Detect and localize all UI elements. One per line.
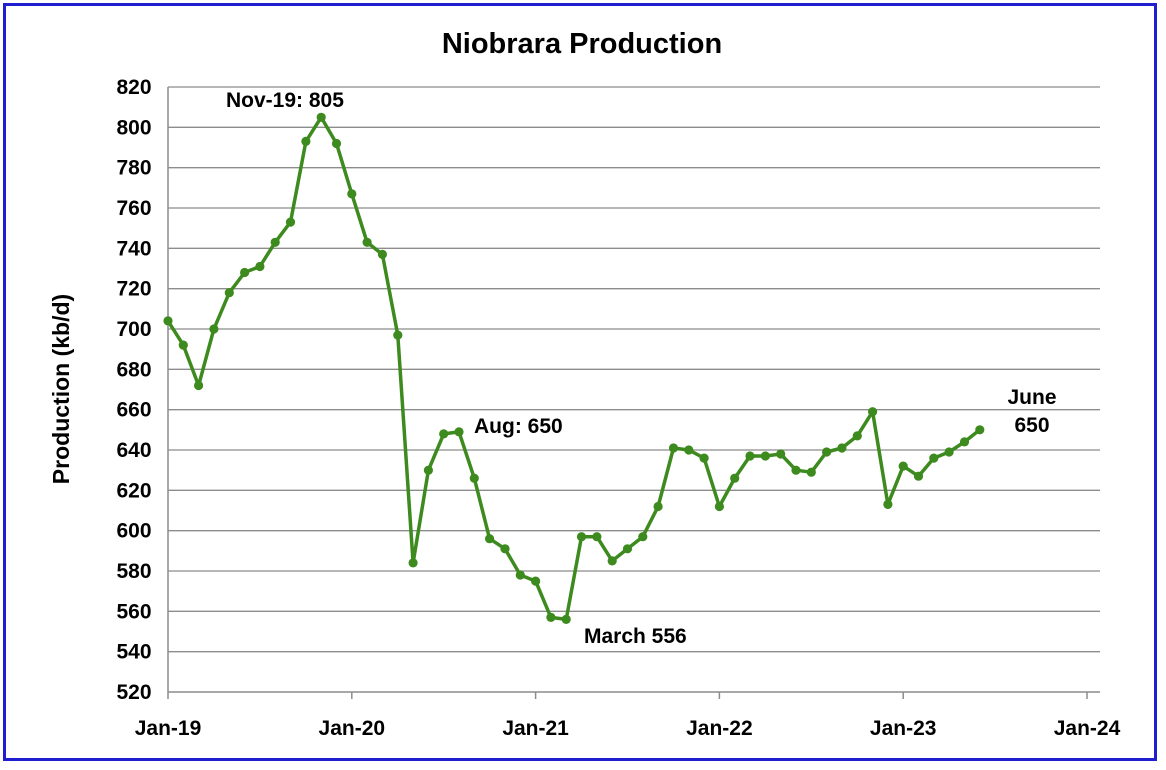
series-line (166, 115, 981, 622)
data-point (684, 445, 694, 455)
y-tick-label: 680 (116, 358, 151, 381)
x-tick-labels: Jan-19 Jan-20 Jan-21 Jan-22 Jan-23 Jan-24 (135, 717, 1121, 740)
y-tick-label: 580 (116, 560, 151, 583)
x-tick-label: Jan-23 (870, 717, 937, 740)
data-point (408, 558, 418, 568)
data-point (469, 473, 479, 483)
data-point (607, 556, 617, 566)
data-point (913, 471, 924, 481)
data-point (576, 532, 587, 542)
x-tick-label: Jan-19 (135, 717, 202, 740)
y-tick-label: 700 (116, 318, 151, 341)
y-tick-label: 560 (116, 600, 151, 623)
y-tick-label: 600 (116, 520, 151, 543)
gridlines (168, 86, 1100, 653)
data-point (561, 614, 571, 625)
data-point (393, 330, 403, 340)
data-point (653, 501, 663, 512)
data-point (959, 437, 970, 447)
data-point (898, 461, 908, 471)
data-point (515, 570, 525, 580)
data-point (668, 443, 679, 453)
annotation-peak: Nov-19: 805 (226, 89, 344, 112)
data-point (347, 189, 357, 199)
y-tick-label: 780 (116, 157, 151, 180)
y-axis-label: Production (kb/d) (48, 294, 74, 484)
data-point (500, 544, 510, 554)
data-point (224, 288, 234, 298)
x-tick-label: Jan-21 (502, 717, 569, 740)
x-tick-label: Jan-24 (1054, 717, 1121, 740)
data-point (439, 429, 449, 439)
data-point (546, 612, 556, 623)
data-point (423, 465, 433, 475)
data-point (209, 324, 219, 334)
data-point (362, 237, 372, 247)
data-point (638, 532, 648, 542)
y-tick-label: 800 (116, 116, 151, 139)
axes (167, 87, 1100, 699)
data-point (745, 451, 755, 461)
y-tick-label: 720 (116, 278, 151, 301)
data-point (270, 237, 280, 247)
data-point (194, 380, 204, 391)
data-point (806, 467, 816, 477)
data-point (714, 501, 725, 512)
x-tick-label: Jan-20 (319, 717, 386, 740)
annotation-aug: Aug: 650 (474, 415, 563, 438)
data-point (791, 465, 801, 475)
annotation-june-2: 650 (1014, 414, 1049, 437)
chart-frame (3, 3, 1157, 761)
data-point (531, 576, 541, 586)
y-tick-label: 660 (116, 399, 151, 422)
y-tick-label: 520 (116, 681, 151, 704)
y-tick-label: 740 (116, 237, 151, 260)
data-point (929, 453, 939, 463)
data-point (316, 112, 326, 122)
data-point (485, 534, 495, 544)
data-point (255, 261, 265, 272)
data-point (852, 431, 862, 441)
data-point (730, 473, 740, 483)
y-tick-label: 760 (116, 197, 151, 220)
data-point (592, 532, 602, 542)
data-point (883, 499, 893, 509)
x-tick-label: Jan-22 (686, 717, 753, 740)
y-tick-label: 540 (116, 641, 151, 664)
data-point (331, 138, 342, 149)
data-point (377, 249, 387, 259)
annotations: Nov-19: 805 Aug: 650 March 556 June 650 (226, 89, 1057, 648)
data-point (837, 443, 847, 453)
data-point (868, 407, 878, 417)
data-point (822, 447, 832, 457)
y-tick-label: 640 (116, 439, 151, 462)
chart-title: Niobrara Production (442, 28, 722, 60)
series-niobrara (163, 112, 985, 625)
data-point (975, 425, 985, 435)
y-tick-label: 620 (116, 479, 151, 502)
data-point (240, 267, 250, 278)
data-point (622, 544, 633, 554)
data-point (301, 136, 311, 146)
data-point (760, 451, 771, 461)
data-point (776, 449, 786, 459)
y-tick-label: 820 (116, 76, 151, 99)
annotation-march: March 556 (584, 625, 687, 648)
data-point (163, 316, 173, 326)
annotation-june-1: June (1007, 386, 1056, 409)
data-point (699, 453, 709, 463)
data-point (944, 447, 954, 457)
data-point (454, 427, 464, 437)
y-tick-labels: 520 540 560 580 600 620 640 660 680 700 720 740 760 7… (116, 76, 151, 704)
data-point (285, 217, 296, 227)
data-point (178, 340, 188, 350)
